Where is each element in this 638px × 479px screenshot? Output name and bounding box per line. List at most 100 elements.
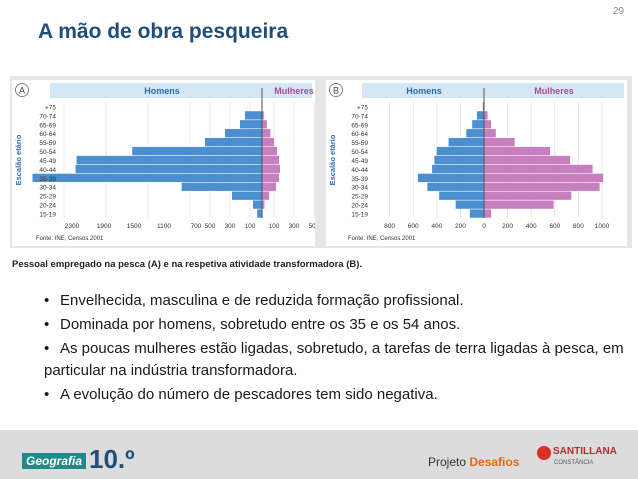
footer-project: Projeto Desafios — [428, 455, 519, 469]
category-label: 40-44 — [351, 167, 368, 174]
x-tick-label: 500 — [205, 223, 216, 230]
bar-homens — [245, 111, 262, 120]
category-label: 30-34 — [39, 185, 56, 192]
bar-homens — [439, 191, 484, 200]
figure-caption: Pessoal empregado na pesca (A) e na resp… — [12, 259, 363, 270]
bar-homens — [257, 209, 262, 218]
bar-homens — [427, 182, 484, 191]
bullet-item: • Envelhecida, masculina e de reduzida fo… — [44, 290, 634, 312]
x-tick-label: 400 — [431, 223, 442, 230]
bar-mulheres — [484, 173, 604, 183]
category-label: +75 — [45, 104, 56, 111]
bar-mulheres — [484, 137, 515, 147]
bullet-text: A evolução do número de pescadores tem s… — [60, 386, 438, 403]
bullet-marker: • — [44, 340, 50, 357]
bar-mulheres — [484, 111, 488, 120]
x-tick-label: 1500 — [127, 223, 142, 230]
bar-mulheres — [484, 129, 496, 138]
category-label: 60-64 — [39, 131, 56, 138]
footer-project-name: Desafios — [469, 455, 520, 469]
bar-homens — [466, 129, 484, 138]
category-label: 15-19 — [39, 212, 56, 219]
bullet-item: • As poucas mulheres estão ligadas, sobre… — [44, 338, 634, 382]
category-label: 35-39 — [351, 176, 368, 183]
category-label: 30-34 — [351, 185, 368, 192]
bar-homens — [232, 191, 262, 200]
x-tick-label: 100 — [269, 223, 280, 230]
bar-mulheres — [484, 120, 492, 129]
category-label: 50-54 — [39, 149, 56, 156]
category-label: 20-24 — [39, 203, 56, 210]
bar-homens — [205, 137, 262, 147]
x-tick-label: 0 — [482, 223, 486, 230]
panel-label: A — [19, 86, 25, 96]
header-band — [50, 83, 312, 98]
bar-homens — [436, 146, 484, 156]
footer-publisher: SANTILLANA — [553, 446, 617, 457]
bar-mulheres — [262, 111, 264, 120]
footer-bar — [0, 430, 638, 479]
bullet-text: As poucas mulheres estão ligadas, sobret… — [44, 340, 624, 379]
x-tick-label: 600 — [408, 223, 419, 230]
bullet-item: • A evolução do número de pescadores tem … — [44, 384, 634, 406]
publisher-logo-icon — [537, 446, 551, 460]
bar-homens — [253, 200, 262, 209]
category-label: 20-24 — [351, 203, 368, 210]
bar-homens — [132, 146, 262, 156]
legend-homens: Homens — [144, 86, 180, 96]
bar-mulheres — [484, 191, 572, 200]
x-tick-label: 800 — [384, 223, 395, 230]
slide-title: A mão de obra pesqueira — [38, 20, 289, 43]
x-tick-label: 1900 — [97, 223, 112, 230]
category-label: 25-29 — [351, 194, 368, 201]
footer-project-prefix: Projeto — [428, 455, 470, 469]
bar-mulheres — [262, 155, 279, 165]
x-tick-label: 1100 — [157, 223, 171, 230]
x-tick-label: 100 — [245, 223, 256, 230]
x-tick-label: 800 — [573, 223, 584, 230]
panel-label: B — [333, 86, 339, 96]
legend-mulheres: Mulheres — [274, 86, 314, 96]
bar-mulheres — [262, 137, 274, 147]
x-tick-label: 500 — [309, 223, 315, 230]
category-label: 35-39 — [39, 176, 56, 183]
panel-label-circle — [329, 83, 343, 97]
bullet-marker: • — [44, 292, 50, 309]
bullet-text: Dominada por homens, sobretudo entre os … — [60, 316, 461, 333]
pyramid-chart-a: A Homens Mulheres Escalão etário 15-19 20-24 2… — [12, 80, 315, 246]
bar-mulheres — [262, 200, 265, 209]
category-label: 65-69 — [351, 122, 368, 129]
bar-homens — [482, 102, 484, 111]
category-label: 25-29 — [39, 194, 56, 201]
category-label: 55-59 — [39, 140, 56, 147]
bar-mulheres — [262, 146, 277, 156]
y-axis-title: Escalão etário — [328, 134, 337, 185]
bar-homens — [32, 173, 262, 183]
category-label: 70-74 — [351, 113, 368, 120]
bar-mulheres — [262, 173, 279, 183]
x-tick-label: 700 — [191, 223, 202, 230]
bar-mulheres — [262, 164, 280, 174]
bullet-marker: • — [44, 386, 50, 403]
x-tick-label: 200 — [502, 223, 513, 230]
bar-homens — [75, 164, 262, 174]
bar-mulheres — [484, 155, 571, 165]
category-label: 15-19 — [351, 212, 368, 219]
bar-homens — [76, 155, 262, 165]
pyramid-chart-b: B Homens Mulheres Escalão etário 15-19 20-24 2… — [326, 80, 627, 246]
bar-homens — [181, 182, 262, 191]
bullet-text: Envelhecida, masculina e de reduzida for… — [60, 292, 464, 309]
bar-mulheres — [484, 209, 492, 218]
bar-mulheres — [484, 200, 554, 209]
bar-homens — [448, 137, 484, 147]
bar-mulheres — [262, 120, 267, 129]
category-label: 50-54 — [351, 149, 368, 156]
category-label: 65-69 — [39, 122, 56, 129]
x-tick-label: 600 — [549, 223, 560, 230]
bar-homens — [472, 120, 484, 129]
category-label: 55-59 — [351, 140, 368, 147]
footer-publisher-sub: CONSTÂNCIA — [554, 460, 594, 466]
y-axis-title: Escalão etário — [14, 134, 23, 185]
bar-mulheres — [262, 182, 276, 191]
bar-homens — [432, 164, 484, 174]
